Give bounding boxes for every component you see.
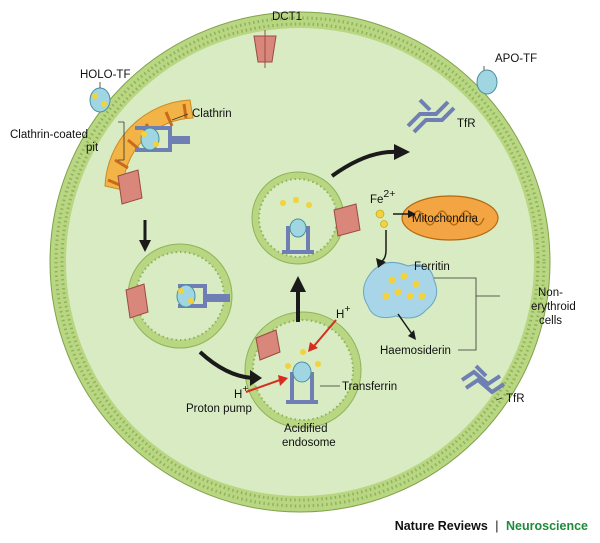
dct1-channel <box>253 30 277 68</box>
ferritin-label: Ferritin <box>414 261 450 273</box>
pit-dct1-channel <box>117 169 143 205</box>
pit-transferrin-receptor <box>135 126 190 152</box>
transferrin-label: Transferrin <box>342 381 397 393</box>
dct1-label: DCT1 <box>272 11 302 23</box>
tfr-receptor-top <box>406 98 456 134</box>
proton-arrows <box>245 319 337 393</box>
apo-tf-molecule <box>476 69 498 95</box>
journal-section: Neuroscience <box>506 519 588 533</box>
holo-tf-molecule <box>89 87 111 113</box>
non-erythroid-label-1: Non- <box>538 287 563 299</box>
ferritin-cluster <box>363 261 438 319</box>
mitochondria-label: Mitochondria <box>412 213 478 225</box>
non-erythroid-label-2: erythroid <box>531 301 576 313</box>
h-plus-label-left: H+ <box>234 383 248 401</box>
clathrin-coated-pit-label-1: Clathrin-coated <box>10 129 88 141</box>
leader-lines <box>99 66 503 401</box>
clathrin-coated-pit-label-2: pit <box>86 142 99 154</box>
journal-name: Nature Reviews <box>394 519 488 533</box>
acidified-endosome <box>244 311 362 429</box>
mitochondrion <box>401 195 499 241</box>
apo-tf-label: APO-TF <box>495 53 537 65</box>
clathrin-label: Clathrin <box>192 108 232 120</box>
credit-separator: | <box>495 519 499 533</box>
tfr-label-top: TfR <box>457 118 476 130</box>
free-iron <box>375 209 388 228</box>
h-plus-label-top: H+ <box>336 303 350 321</box>
non-erythroid-label-3: cells <box>539 315 562 327</box>
proton-pump-label: Proton pump <box>186 403 252 415</box>
tfr-label-bottom: TfR <box>506 393 525 405</box>
acidified-endosome-label-1: Acidified <box>284 423 327 435</box>
tfr-receptor-bottom <box>460 364 506 395</box>
holo-tf-label: HOLO-TF <box>80 69 130 81</box>
journal-credit: Nature Reviews | Neuroscience <box>395 519 588 533</box>
haemosiderin-label: Haemosiderin <box>380 345 451 357</box>
early-vesicle <box>125 243 233 349</box>
process-arrows <box>139 144 416 386</box>
fe2-label: Fe2+ <box>370 188 395 206</box>
recycling-vesicle <box>251 171 361 265</box>
acidified-endosome-label-2: endosome <box>282 437 336 449</box>
